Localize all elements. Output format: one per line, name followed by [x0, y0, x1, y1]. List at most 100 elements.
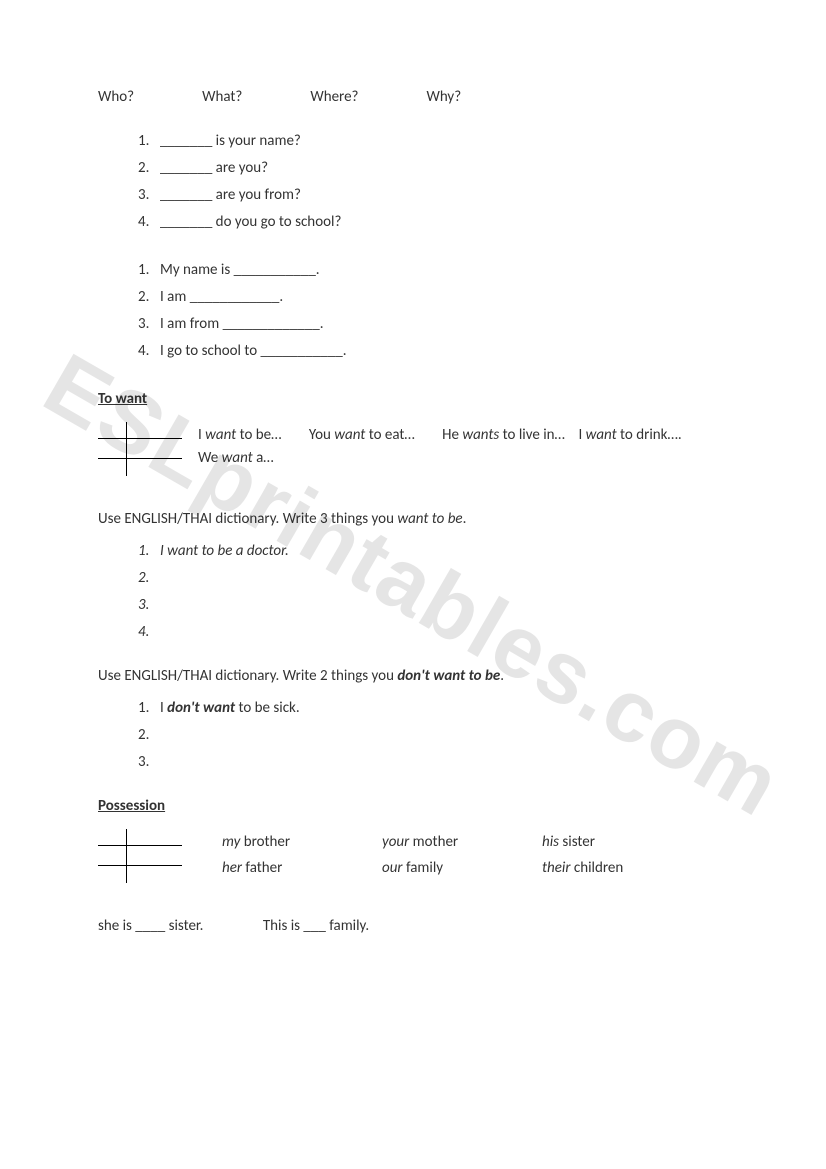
poss-text: children	[570, 859, 623, 877]
answer-fill-list: 1.My name is ___________. 2.I am _______…	[138, 261, 728, 360]
list-number: 2.	[138, 159, 160, 177]
list-item: 2.I am ____________.	[138, 288, 728, 306]
text: to be sick.	[235, 699, 300, 717]
list-text: _______ is your name?	[160, 132, 301, 150]
section-heading-possession: Possession	[98, 797, 728, 815]
poss-text: mother	[409, 833, 458, 851]
ex-text: to drink….	[617, 426, 682, 444]
ex-text: We	[198, 449, 222, 467]
list-number: 3.	[138, 753, 160, 771]
ex-text: You	[309, 426, 334, 444]
list-number: 1.	[138, 542, 160, 560]
poss-italic: my	[222, 833, 240, 851]
section-heading-to-want: To want	[98, 390, 728, 408]
ex-italic: want	[334, 426, 365, 444]
list-item: 1.My name is ___________.	[138, 261, 728, 279]
list-item: 3.	[138, 596, 728, 614]
dont-want-list: 1. I don't want to be sick. 2. 3.	[138, 699, 728, 771]
list-item: 3.	[138, 753, 728, 771]
possession-row: my brother your mother his sister her fa…	[98, 829, 728, 883]
list-number: 1.	[138, 699, 160, 717]
instruct-text: Use ENGLISH/THAI dictionary. Write 3 thi…	[98, 510, 397, 528]
instruct-italic: want to be	[397, 510, 462, 528]
qword: Who?	[98, 88, 134, 106]
instruction-dont-want: Use ENGLISH/THAI dictionary. Write 2 thi…	[98, 667, 728, 685]
list-number: 4.	[138, 342, 160, 360]
instruct-text: Use ENGLISH/THAI dictionary. Write 2 thi…	[98, 667, 397, 685]
list-item: 2._______ are you?	[138, 159, 728, 177]
fill-text: she is ____ sister.	[98, 917, 203, 935]
instruct-italic: don't want to be	[397, 667, 500, 685]
list-number: 2.	[138, 288, 160, 306]
poss-text: family	[403, 859, 444, 877]
list-number: 1.	[138, 132, 160, 150]
ex-italic: want	[222, 449, 253, 467]
poss-cell: her father	[222, 859, 382, 877]
list-number: 2.	[138, 569, 160, 587]
ex-text: to eat…	[365, 426, 414, 444]
list-text: I am ____________.	[160, 288, 283, 306]
question-words-row: Who? What? Where? Why?	[98, 88, 728, 106]
ex-text: I	[578, 426, 585, 444]
list-item: 2.	[138, 726, 728, 744]
ex-text: to live in…	[499, 426, 565, 444]
qword: Why?	[426, 88, 461, 106]
list-number: 4.	[138, 623, 160, 641]
possession-fill: she is ____ sister. This is ___ family.	[98, 917, 728, 935]
list-number: 4.	[138, 213, 160, 231]
ex-italic: want	[205, 426, 236, 444]
poss-text: brother	[240, 833, 290, 851]
list-number: 1.	[138, 261, 160, 279]
poss-cell: their children	[542, 859, 702, 877]
conjugation-grid	[98, 829, 162, 883]
ex-italic: wants	[462, 426, 499, 444]
instruct-text: .	[463, 510, 467, 528]
list-text: I am from _____________.	[160, 315, 323, 333]
to-want-row: I want to be… You want to eat… He wants …	[98, 422, 728, 476]
list-text: My name is ___________.	[160, 261, 320, 279]
poss-text: father	[242, 859, 282, 877]
list-number: 2.	[138, 726, 160, 744]
list-item: 2.	[138, 569, 728, 587]
list-number: 3.	[138, 186, 160, 204]
poss-italic: her	[222, 859, 242, 877]
poss-italic: his	[542, 833, 559, 851]
list-text: _______ are you?	[160, 159, 268, 177]
list-item: 3.I am from _____________.	[138, 315, 728, 333]
list-text: _______ do you go to school?	[160, 213, 341, 231]
poss-cell: your mother	[382, 833, 542, 851]
qword: Where?	[310, 88, 358, 106]
list-text: I don't want to be sick.	[160, 699, 300, 717]
poss-italic: their	[542, 859, 570, 877]
poss-italic: your	[382, 833, 409, 851]
instruct-text: .	[500, 667, 504, 685]
list-number: 3.	[138, 315, 160, 333]
list-item: 1. I don't want to be sick.	[138, 699, 728, 717]
italic-text: don't want	[167, 699, 235, 717]
ex-text: to be…	[236, 426, 281, 444]
ex-italic: want	[586, 426, 617, 444]
list-text: I want to be a doctor.	[160, 542, 289, 560]
poss-italic: our	[382, 859, 403, 877]
to-want-examples: I want to be… You want to eat… He wants …	[198, 422, 728, 471]
list-item: 1._______ is your name?	[138, 132, 728, 150]
list-item: 4.	[138, 623, 728, 641]
want-to-be-list: 1.I want to be a doctor. 2. 3. 4.	[138, 542, 728, 641]
question-fill-list: 1._______ is your name? 2._______ are yo…	[138, 132, 728, 231]
ex-text: a…	[253, 449, 274, 467]
poss-cell: his sister	[542, 833, 702, 851]
instruction-want: Use ENGLISH/THAI dictionary. Write 3 thi…	[98, 510, 728, 528]
list-item: 3._______ are you from?	[138, 186, 728, 204]
poss-cell: our family	[382, 859, 542, 877]
qword: What?	[202, 88, 242, 106]
list-text: _______ are you from?	[160, 186, 301, 204]
possession-grid: my brother your mother his sister her fa…	[222, 829, 702, 877]
list-item: 4.I go to school to ___________.	[138, 342, 728, 360]
poss-text: sister	[559, 833, 595, 851]
conjugation-grid	[98, 422, 162, 476]
list-number: 3.	[138, 596, 160, 614]
list-item: 1.I want to be a doctor.	[138, 542, 728, 560]
poss-cell: my brother	[222, 833, 382, 851]
list-text: I go to school to ___________.	[160, 342, 347, 360]
list-item: 4._______ do you go to school?	[138, 213, 728, 231]
